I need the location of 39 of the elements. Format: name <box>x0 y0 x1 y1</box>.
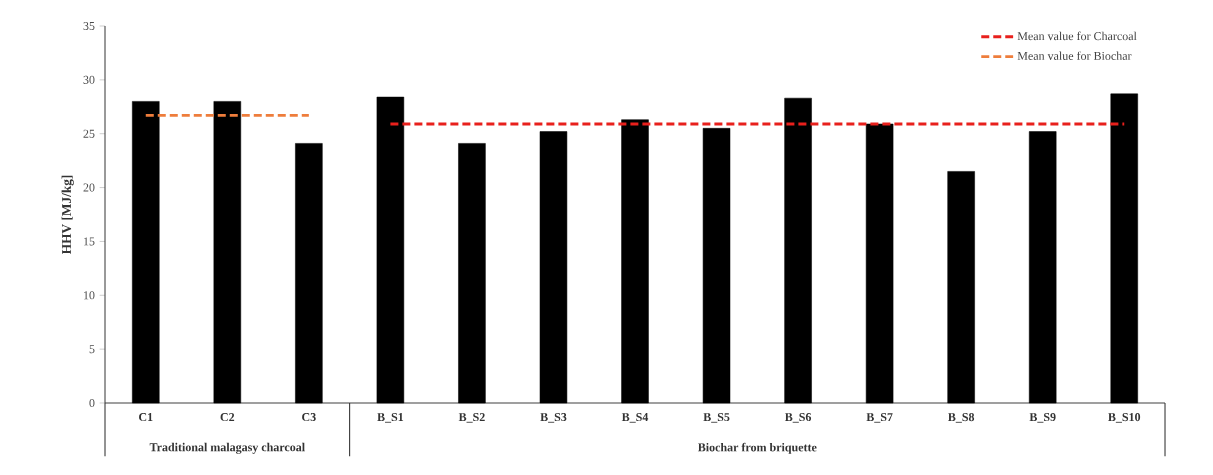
bar <box>865 123 894 404</box>
y-tick-label: 20 <box>83 183 95 192</box>
y-tick-label: 30 <box>83 75 95 84</box>
x-tick-label: B_S10 <box>1108 413 1141 423</box>
bar <box>1110 93 1138 404</box>
text: Biochar from briquette <box>697 442 817 454</box>
x-tick-label: B_S3 <box>540 413 567 423</box>
x-tick-label: B_S2 <box>458 413 485 423</box>
bar <box>621 119 649 404</box>
y-tick-label: 35 <box>83 21 95 31</box>
bar <box>1028 131 1057 404</box>
bar <box>947 171 975 404</box>
y-tick-label: 10 <box>84 291 95 300</box>
bar <box>702 128 731 404</box>
bar <box>784 97 812 404</box>
x-tick-label: C1 <box>139 413 153 422</box>
x-tick-label: C2 <box>220 413 235 422</box>
x-tick-label: B_S8 <box>948 413 975 423</box>
legend-label: Mean value for Biochar <box>1017 51 1132 60</box>
x-tick-label: B_S6 <box>784 413 812 423</box>
y-tick-label: 0 <box>89 398 95 408</box>
y-tick-label: 5 <box>89 345 95 354</box>
text: Traditional malagasy charcoal <box>149 442 305 454</box>
bar <box>539 131 568 404</box>
bar <box>213 101 242 404</box>
legend-label: Mean value for Charcoal <box>1017 31 1137 41</box>
bar <box>132 101 160 404</box>
bar <box>295 143 323 404</box>
y-tick-label: 15 <box>84 237 95 246</box>
y-tick-label: 25 <box>83 129 95 138</box>
bar <box>458 143 486 404</box>
x-tick-label: B_S1 <box>377 413 404 423</box>
x-tick-label: B_S7 <box>866 413 893 423</box>
x-tick-label: B_S5 <box>703 413 730 423</box>
y-axis-title: HHV [MJ/kg] <box>61 175 74 255</box>
x-tick-label: B_S9 <box>1029 413 1056 423</box>
x-tick-label: C3 <box>302 413 316 422</box>
bar <box>376 96 405 404</box>
x-tick-label: B_S4 <box>621 413 649 423</box>
